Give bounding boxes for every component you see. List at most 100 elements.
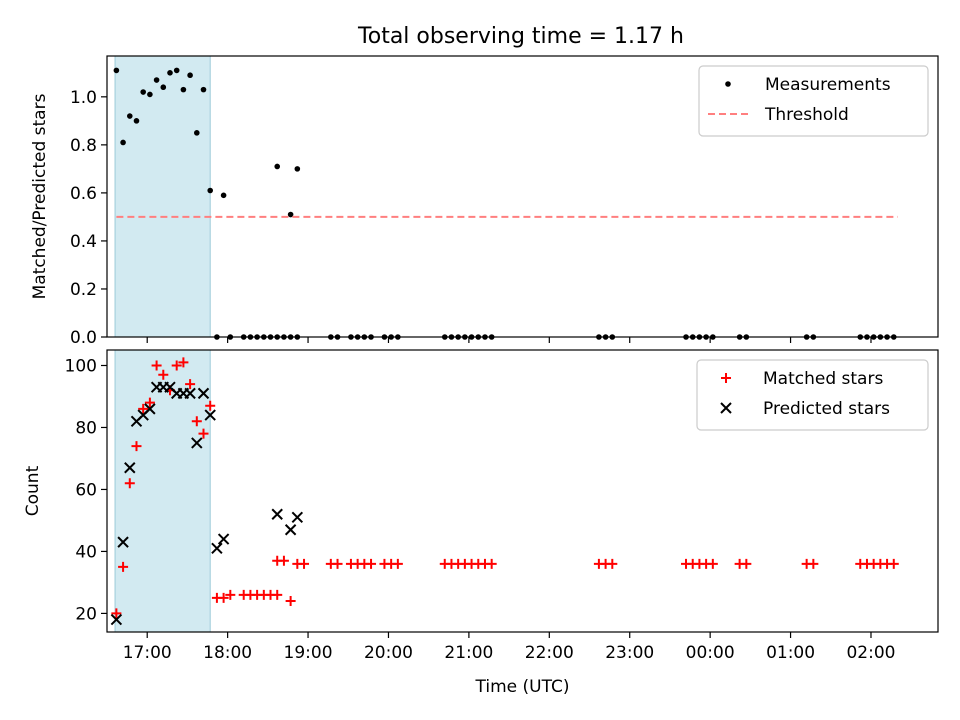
legend-box — [696, 359, 929, 431]
matched-point — [888, 558, 899, 569]
measurement-point — [274, 163, 281, 170]
legend-marker-matched — [721, 373, 731, 383]
matched-point — [185, 379, 196, 390]
matched-point — [741, 558, 752, 569]
matched-point — [158, 369, 169, 380]
legend: Matched stars Predicted stars — [696, 359, 929, 431]
y-tick-label: 0.8 — [70, 136, 97, 156]
matched-point — [272, 589, 283, 600]
matched-point — [124, 478, 135, 489]
predicted-point — [144, 403, 156, 415]
matched-point — [138, 403, 149, 414]
predicted-point — [110, 613, 123, 626]
predicted-point — [291, 511, 304, 524]
matched-point — [111, 608, 122, 619]
matched-point — [171, 360, 182, 371]
y-tick-label: 1.0 — [70, 88, 97, 108]
matched-point — [707, 558, 718, 569]
y-axis-label: Count — [23, 465, 43, 516]
matched-point — [366, 558, 377, 569]
measurement-point — [126, 113, 133, 119]
matched-point — [278, 555, 289, 566]
measurement-point — [187, 72, 193, 79]
chart-title: Total observing time = 1.17 h — [357, 24, 684, 49]
legend-label: Matched stars — [763, 369, 883, 389]
y-tick-label: 0.2 — [70, 280, 97, 300]
axes-frame — [106, 349, 939, 633]
y-tick-label: 0.0 — [70, 328, 97, 348]
y-tick-label: 60 — [75, 480, 97, 500]
panel-bottom: 17:00 18:00 19:00 20:00 21:00 22:00 23:00 00:00… — [23, 349, 939, 697]
predicted-point — [204, 409, 216, 421]
matched-point — [486, 558, 497, 569]
x-tick-label: 20:00 — [364, 643, 413, 663]
y-tick-label: 40 — [75, 542, 97, 562]
measurement-point — [120, 139, 126, 146]
y-tick-label: 80 — [75, 418, 97, 438]
x-tick-label: 22:00 — [525, 643, 574, 663]
matched-point — [285, 596, 296, 607]
measurement-point — [147, 91, 153, 98]
matched-point — [144, 397, 155, 408]
matched-point — [191, 416, 202, 427]
measurement-point — [133, 118, 140, 124]
matched-point — [218, 592, 229, 603]
matched-point — [392, 558, 403, 569]
legend: Measurements Threshold — [698, 65, 929, 137]
matched-point — [205, 400, 216, 411]
measurement-point — [220, 192, 227, 199]
predicted-point — [191, 437, 203, 449]
x-tick-label: 02:00 — [846, 643, 895, 663]
matched-point — [131, 441, 142, 452]
series-predicted-stars — [110, 381, 304, 626]
axes-frame — [106, 55, 939, 338]
matched-point — [808, 558, 819, 569]
y-tick-label: 0.4 — [70, 232, 97, 252]
x-tick-label: 18:00 — [203, 643, 252, 663]
highlight-span — [114, 55, 211, 338]
measurement-point — [200, 86, 207, 93]
highlight-span — [114, 349, 211, 633]
x-tick-label: 00:00 — [686, 643, 735, 663]
predicted-point — [124, 462, 136, 474]
measurement-point — [140, 89, 146, 95]
series-matched-stars — [111, 357, 899, 619]
predicted-point — [184, 387, 196, 400]
x-axis-label: Time (UTC) — [475, 677, 570, 697]
legend-marker-predicted — [720, 402, 732, 414]
series-measurements — [113, 67, 897, 340]
legend-label: Threshold — [764, 105, 849, 125]
y-axis-label: Matched/Predicted stars — [30, 93, 50, 299]
matched-point — [198, 428, 209, 439]
x-tick-label: 21:00 — [444, 643, 493, 663]
y-tick-label: 20 — [75, 604, 97, 624]
predicted-point — [217, 533, 230, 545]
legend-label: Predicted stars — [763, 399, 890, 419]
legend-box — [698, 65, 929, 137]
predicted-point — [197, 387, 210, 400]
measurement-point — [153, 77, 160, 83]
matched-point — [225, 589, 236, 600]
predicted-point — [117, 536, 129, 548]
x-tick-label: 19:00 — [284, 643, 333, 663]
y-tick-label: 100 — [65, 356, 97, 376]
matched-point — [332, 558, 343, 569]
measurement-point — [294, 166, 301, 172]
measurement-point — [167, 70, 173, 76]
legend-label: Measurements — [765, 75, 891, 95]
legend-marker-measurements — [725, 81, 731, 87]
measurement-point — [180, 86, 187, 93]
measurement-point — [207, 187, 214, 194]
measurement-point — [113, 67, 120, 74]
x-tick-label: 17:00 — [123, 643, 172, 663]
predicted-point — [211, 542, 223, 555]
y-tick-label: 0.6 — [70, 184, 97, 204]
matched-point — [178, 357, 189, 368]
panel-top: 0.0 0.2 0.4 0.6 0.8 1.0 Matched/Predicted star… — [30, 55, 939, 348]
matched-point — [151, 360, 162, 371]
measurement-point — [160, 84, 167, 91]
predicted-point — [284, 524, 297, 536]
measurement-point — [287, 211, 294, 218]
matched-point — [607, 558, 618, 569]
matched-point — [118, 561, 129, 572]
